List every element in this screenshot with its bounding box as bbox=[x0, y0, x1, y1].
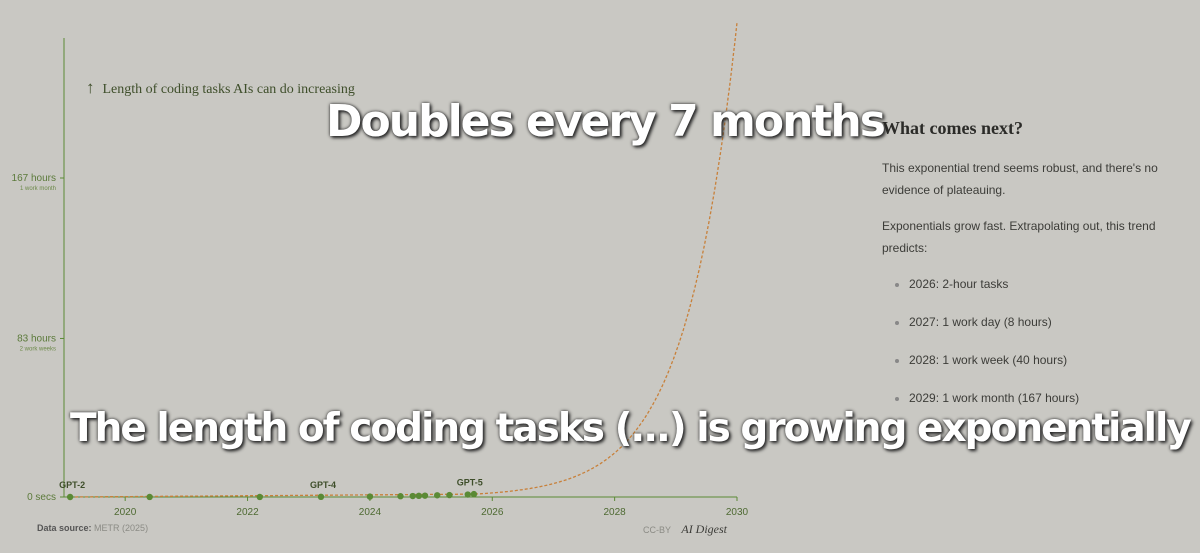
x-tick-label: 2026 bbox=[481, 507, 504, 518]
x-tick-label: 2028 bbox=[604, 507, 627, 518]
data-source-value: METR (2025) bbox=[94, 523, 149, 533]
data-point bbox=[146, 493, 153, 501]
overlay-caption: The length of coding tasks (...) is grow… bbox=[70, 406, 1192, 451]
side-panel-paragraph-2: Exponentials grow fast. Extrapolating ou… bbox=[882, 219, 1156, 255]
x-tick-label: 2022 bbox=[236, 507, 259, 518]
x-tick-label: 2020 bbox=[114, 507, 137, 518]
side-panel-heading: What comes next? bbox=[882, 118, 1023, 138]
chart-title: ↑ Length of coding tasks AIs can do incre… bbox=[86, 78, 355, 98]
x-tick-label: 2024 bbox=[359, 507, 382, 518]
prediction-item: 2029: 1 work month (167 hours) bbox=[909, 387, 1188, 409]
model-label: GPT-5 bbox=[457, 478, 483, 488]
data-point bbox=[415, 492, 423, 500]
prediction-item: 2026: 2-hour tasks bbox=[909, 273, 1188, 295]
overlay-title: Doubles every 7 months bbox=[326, 96, 886, 147]
data-point bbox=[317, 493, 325, 501]
prediction-item: 2027: 1 work day (8 hours) bbox=[909, 311, 1188, 333]
data-point bbox=[421, 492, 429, 499]
y-tick-sublabel: 1 work month bbox=[20, 186, 56, 192]
up-arrow-icon: ↑ bbox=[86, 78, 95, 97]
data-point bbox=[66, 493, 74, 501]
prediction-item: 2028: 1 work week (40 hours) bbox=[909, 349, 1188, 371]
data-point bbox=[366, 493, 374, 500]
data-point bbox=[397, 493, 404, 500]
brand-logo: AI Digest bbox=[681, 522, 728, 536]
side-panel-paragraph-1: This exponential trend seems robust, and… bbox=[882, 161, 1158, 197]
data-point bbox=[256, 493, 263, 501]
y-tick-label: 167 hours bbox=[12, 173, 56, 184]
y-tick-label: 83 hours bbox=[17, 333, 56, 344]
prediction-list: 2026: 2-hour tasks 2027: 1 work day (8 h… bbox=[882, 273, 1188, 409]
data-source-label: Data source: bbox=[37, 523, 92, 533]
data-point bbox=[464, 491, 471, 498]
model-label: GPT-4 bbox=[310, 480, 336, 490]
license-label: CC-BY bbox=[643, 525, 671, 535]
y-tick-label: 0 secs bbox=[27, 492, 56, 503]
data-point bbox=[470, 490, 478, 498]
y-tick-sublabel: 2 work weeks bbox=[20, 346, 56, 352]
data-point bbox=[446, 491, 453, 499]
credit: CC-BY AI Digest bbox=[643, 522, 727, 537]
data-point bbox=[409, 492, 416, 500]
trend-line bbox=[70, 22, 738, 498]
x-tick-label: 2030 bbox=[726, 507, 749, 518]
chart-title-text: Length of coding tasks AIs can do increa… bbox=[102, 82, 355, 97]
data-point bbox=[434, 492, 441, 499]
model-label: GPT-2 bbox=[59, 480, 85, 490]
chart: 2020 2022 2024 2026 2028 2030 0 secs 83 hours 2 … bbox=[12, 22, 749, 518]
data-source: Data source: METR (2025) bbox=[37, 523, 148, 533]
side-panel: What comes next? This exponential trend … bbox=[882, 118, 1188, 425]
